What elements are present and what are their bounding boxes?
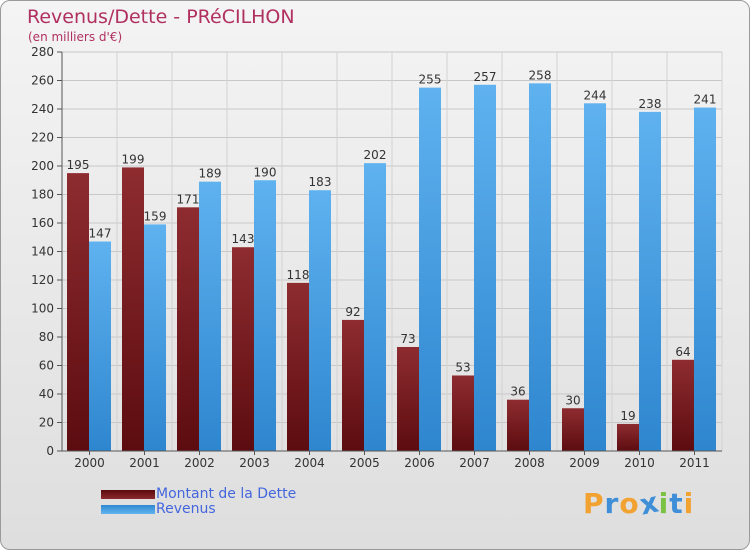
bar-dette-2006 — [397, 346, 419, 451]
x-tick-label: 2003 — [239, 456, 270, 470]
y-tick-label: 260 — [31, 74, 54, 88]
data-label-revenus-2009: 244 — [584, 88, 607, 102]
data-label-dette-2003: 143 — [232, 232, 255, 246]
data-label-dette-2010: 19 — [620, 409, 635, 423]
logo-letter: t — [669, 487, 684, 520]
y-tick-label: 120 — [31, 273, 54, 287]
bar-revenus-2001 — [144, 224, 166, 451]
bar-dette-2000 — [67, 173, 89, 451]
bar-revenus-2011 — [694, 107, 716, 451]
data-label-revenus-2006: 255 — [419, 73, 442, 87]
bar-revenus-2004 — [309, 190, 331, 451]
x-tick-label: 2004 — [294, 456, 325, 470]
y-tick-label: 240 — [31, 102, 54, 116]
legend-swatch-revenus — [101, 505, 155, 514]
y-tick-label: 280 — [31, 45, 54, 59]
data-label-revenus-2004: 183 — [309, 175, 332, 189]
y-tick-label: 100 — [31, 302, 54, 316]
bar-revenus-2006 — [419, 87, 441, 451]
bar-revenus-2007 — [474, 84, 496, 452]
legend-label-dette: Montant de la Dette — [156, 486, 297, 502]
data-label-dette-2005: 92 — [345, 305, 360, 319]
bar-dette-2005 — [342, 319, 364, 451]
bar-dette-2003 — [232, 247, 254, 451]
bar-dette-2008 — [507, 399, 529, 451]
x-tick-label: 2005 — [349, 456, 380, 470]
y-tick-label: 40 — [39, 387, 54, 401]
data-label-dette-2001: 199 — [122, 152, 145, 166]
data-label-revenus-2002: 189 — [199, 167, 222, 181]
y-tick-label: 60 — [39, 359, 54, 373]
bar-revenus-2008 — [529, 83, 551, 451]
bar-dette-2007 — [452, 375, 474, 451]
bar-revenus-2002 — [199, 181, 221, 452]
bar-dette-2002 — [177, 207, 199, 451]
bar-revenus-2000 — [89, 241, 111, 451]
logo-letter: r — [604, 487, 620, 520]
data-label-dette-2008: 36 — [510, 385, 525, 399]
data-label-revenus-2011: 241 — [694, 93, 717, 107]
y-tick-label: 180 — [31, 188, 54, 202]
bar-dette-2001 — [122, 167, 144, 452]
data-label-revenus-2010: 238 — [639, 97, 662, 111]
x-tick-label: 2009 — [569, 456, 600, 470]
x-tick-label: 2006 — [404, 456, 435, 470]
x-tick-label: 2002 — [184, 456, 215, 470]
y-tick-label: 140 — [31, 245, 54, 259]
x-tick-label: 2000 — [74, 456, 105, 470]
y-tick-label: 160 — [31, 216, 54, 230]
y-tick-label: 0 — [46, 444, 54, 458]
legend-label-revenus: Revenus — [156, 501, 216, 517]
data-label-revenus-2008: 258 — [529, 68, 552, 82]
y-tick-label: 20 — [39, 416, 54, 430]
x-tick-label: 2001 — [129, 456, 160, 470]
data-label-dette-2004: 118 — [287, 268, 310, 282]
bar-revenus-2003 — [254, 180, 276, 451]
y-tick-label: 80 — [39, 330, 54, 344]
bar-revenus-2009 — [584, 103, 606, 452]
logo-letter: P — [583, 487, 605, 520]
data-label-revenus-2005: 202 — [364, 148, 387, 162]
chart-subtitle: (en milliers d'€) — [28, 30, 123, 44]
bar-revenus-2005 — [364, 163, 386, 451]
x-tick-label: 2010 — [624, 456, 655, 470]
logo-letter: o — [619, 487, 640, 520]
data-label-dette-2007: 53 — [455, 360, 470, 374]
data-label-revenus-2000: 147 — [89, 227, 112, 241]
bar-dette-2011 — [672, 359, 694, 451]
data-label-dette-2009: 30 — [565, 393, 580, 407]
bar-dette-2010 — [617, 423, 639, 451]
data-label-revenus-2007: 257 — [474, 70, 497, 84]
data-label-dette-2002: 171 — [177, 192, 200, 206]
y-tick-label: 220 — [31, 131, 54, 145]
x-tick-label: 2007 — [459, 456, 490, 470]
logo-letter: i — [683, 487, 695, 520]
proxiti-logo: Proxiti — [583, 485, 695, 521]
data-label-revenus-2003: 190 — [254, 165, 277, 179]
data-label-dette-2000: 195 — [67, 158, 90, 172]
data-label-revenus-2001: 159 — [144, 209, 167, 223]
x-tick-label: 2008 — [514, 456, 545, 470]
logo-letter: i — [658, 487, 670, 520]
x-tick-label: 2011 — [679, 456, 710, 470]
bar-revenus-2010 — [639, 111, 661, 451]
legend-swatch-dette — [101, 490, 155, 499]
y-tick-label: 200 — [31, 159, 54, 173]
chart-title: Revenus/Dette - PRéCILHON — [27, 6, 295, 28]
bar-dette-2004 — [287, 282, 309, 451]
bar-dette-2009 — [562, 408, 584, 451]
data-label-dette-2006: 73 — [400, 332, 415, 346]
data-label-dette-2011: 64 — [675, 345, 690, 359]
